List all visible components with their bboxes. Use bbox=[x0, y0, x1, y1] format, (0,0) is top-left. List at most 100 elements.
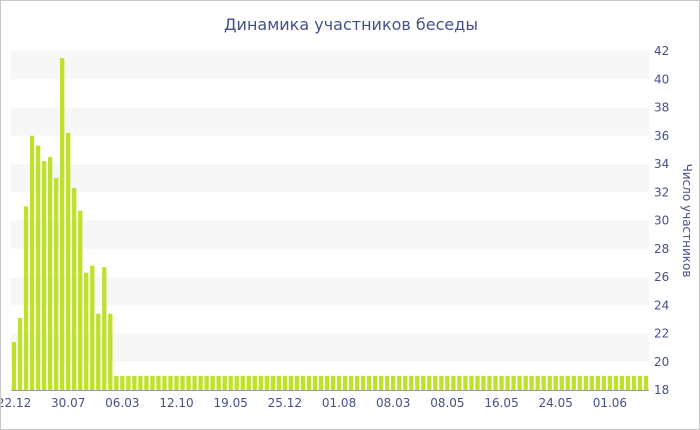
bar bbox=[120, 375, 125, 390]
bar bbox=[35, 145, 41, 390]
bar bbox=[276, 375, 282, 390]
bar bbox=[258, 375, 263, 390]
grid-band bbox=[11, 220, 649, 249]
bar bbox=[643, 375, 649, 390]
y-tick-label: 36 bbox=[654, 129, 669, 143]
bar bbox=[571, 375, 576, 390]
bar bbox=[403, 375, 408, 390]
bar bbox=[360, 375, 366, 390]
bar bbox=[23, 206, 29, 390]
x-tick-label: 30.07 bbox=[51, 396, 85, 410]
bar bbox=[114, 375, 119, 390]
bar bbox=[631, 375, 637, 390]
bar bbox=[102, 267, 107, 390]
grid-band bbox=[11, 333, 649, 362]
y-tick-label: 32 bbox=[654, 185, 669, 199]
bar bbox=[529, 375, 534, 390]
bar bbox=[252, 375, 257, 390]
x-tick-label: 08.05 bbox=[430, 396, 464, 410]
bar bbox=[246, 375, 251, 390]
bar bbox=[487, 375, 492, 390]
x-tick-label: 25.12 bbox=[268, 396, 302, 410]
bar bbox=[354, 375, 360, 390]
bar bbox=[415, 375, 420, 390]
bar bbox=[300, 375, 306, 390]
y-tick-label: 22 bbox=[654, 327, 669, 341]
bar bbox=[96, 313, 101, 390]
bar bbox=[619, 375, 625, 390]
bar bbox=[493, 375, 498, 390]
bar bbox=[210, 375, 215, 390]
bar bbox=[192, 375, 197, 390]
bar bbox=[174, 375, 179, 390]
bar bbox=[336, 375, 342, 390]
bar bbox=[294, 375, 300, 390]
bar bbox=[204, 375, 209, 390]
x-tick-label: 01.08 bbox=[322, 396, 356, 410]
bar bbox=[481, 375, 486, 390]
grid-bands bbox=[11, 51, 649, 362]
bar bbox=[29, 135, 35, 390]
chart-title: Динамика участников беседы bbox=[224, 15, 478, 34]
bar bbox=[553, 375, 558, 390]
grid-band bbox=[11, 277, 649, 306]
bar bbox=[517, 375, 522, 390]
bar bbox=[53, 178, 59, 390]
bar bbox=[132, 375, 137, 390]
bar bbox=[11, 341, 17, 390]
bar bbox=[186, 375, 191, 390]
bar bbox=[625, 375, 631, 390]
bar bbox=[240, 375, 245, 390]
x-tick-label: 16.05 bbox=[484, 396, 518, 410]
bar bbox=[378, 375, 384, 390]
bar bbox=[607, 375, 613, 390]
bar bbox=[577, 375, 582, 390]
y-tick-label: 38 bbox=[654, 101, 669, 115]
bar bbox=[108, 313, 113, 390]
bar bbox=[72, 188, 77, 390]
bar bbox=[565, 375, 570, 390]
bar bbox=[547, 375, 552, 390]
bar bbox=[312, 375, 318, 390]
grid-band bbox=[11, 107, 649, 136]
bar bbox=[144, 375, 149, 390]
bar bbox=[90, 265, 95, 390]
bar bbox=[589, 375, 594, 390]
bar bbox=[523, 375, 528, 390]
y-tick-label: 24 bbox=[654, 298, 669, 312]
bar bbox=[270, 375, 275, 390]
bars bbox=[11, 58, 649, 391]
bar bbox=[409, 375, 414, 390]
bar bbox=[601, 375, 607, 390]
bar bbox=[511, 375, 516, 390]
y-tick-label: 26 bbox=[654, 270, 669, 284]
x-tick-label: 19.05 bbox=[214, 396, 248, 410]
x-tick-label: 24.05 bbox=[539, 396, 573, 410]
bar bbox=[342, 375, 348, 390]
bar bbox=[282, 375, 288, 390]
y-tick-label: 18 bbox=[654, 383, 669, 397]
bar bbox=[433, 375, 438, 390]
bar bbox=[47, 156, 53, 390]
bar bbox=[348, 375, 354, 390]
bar bbox=[613, 375, 619, 390]
bar bbox=[228, 375, 233, 390]
bar bbox=[138, 375, 143, 390]
x-tick-label: 22.12 bbox=[1, 396, 31, 410]
bar bbox=[156, 375, 161, 390]
bar bbox=[535, 375, 540, 390]
y-tick-label: 42 bbox=[654, 44, 669, 58]
bar bbox=[41, 161, 47, 390]
x-tick-label: 01.06 bbox=[593, 396, 627, 410]
bar bbox=[264, 375, 269, 390]
bar bbox=[366, 375, 372, 390]
bar bbox=[150, 375, 155, 390]
y-tick-labels: 18 20 22 24 26 28 30 32 34 36 38 40 42 bbox=[654, 44, 669, 397]
bar bbox=[180, 375, 185, 390]
bar bbox=[505, 375, 510, 390]
bar bbox=[427, 375, 432, 390]
bar bbox=[222, 375, 227, 390]
bar bbox=[234, 375, 239, 390]
